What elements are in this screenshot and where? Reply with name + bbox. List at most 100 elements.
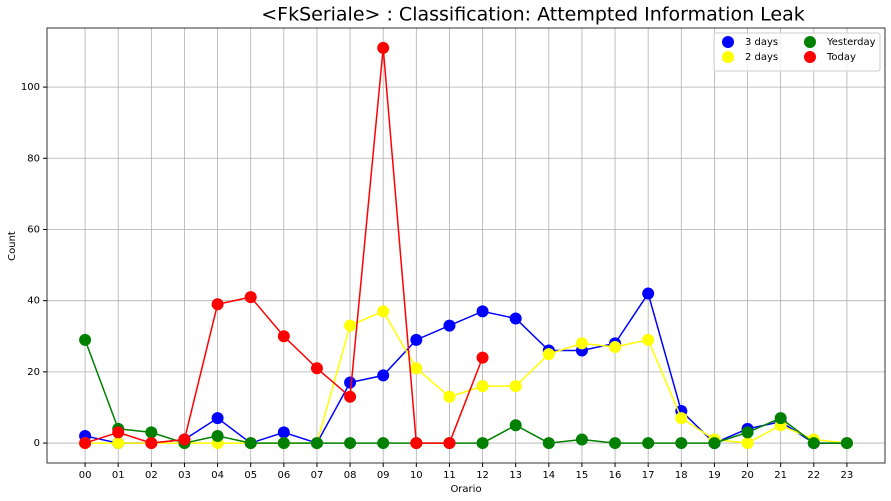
- point: [609, 340, 622, 353]
- point: [509, 380, 522, 393]
- point: [542, 348, 555, 361]
- x-tick-label: 06: [277, 470, 290, 481]
- x-tick-label: 16: [609, 470, 622, 481]
- point: [642, 437, 655, 450]
- point: [609, 437, 622, 450]
- point: [344, 390, 357, 403]
- point: [443, 437, 456, 450]
- point: [575, 433, 588, 446]
- x-tick-label: 01: [112, 470, 125, 481]
- point: [211, 429, 224, 442]
- legend-box: [713, 32, 881, 72]
- legend-label: 2 days: [745, 52, 778, 63]
- x-tick-label: 20: [741, 470, 754, 481]
- point: [509, 312, 522, 325]
- y-tick-label: 40: [27, 296, 40, 307]
- point: [476, 380, 489, 393]
- x-tick-label: 03: [178, 470, 191, 481]
- legend-marker: [722, 51, 734, 63]
- point: [377, 41, 390, 54]
- point: [145, 437, 158, 450]
- x-tick-label: 11: [443, 470, 456, 481]
- x-tick-label: 21: [774, 470, 787, 481]
- x-axis-label: Orario: [450, 484, 481, 495]
- point: [642, 287, 655, 300]
- x-tick-label: 23: [841, 470, 854, 481]
- x-tick-label: 10: [410, 470, 423, 481]
- point: [112, 437, 125, 450]
- legend-label: Today: [826, 52, 856, 63]
- chart-title: <FkSeriale> : Classification: Attempted …: [261, 4, 805, 26]
- y-tick-label: 20: [27, 367, 40, 378]
- point: [344, 376, 357, 389]
- plot-frame: [46, 27, 886, 464]
- point: [244, 437, 257, 450]
- point: [708, 437, 721, 450]
- point: [178, 433, 191, 446]
- point: [476, 351, 489, 364]
- point: [112, 426, 125, 439]
- point: [344, 319, 357, 332]
- x-tick-label: 18: [675, 470, 688, 481]
- point: [79, 437, 92, 450]
- point: [509, 419, 522, 432]
- point: [807, 437, 820, 450]
- legend-label: Yesterday: [826, 37, 876, 48]
- point: [145, 426, 158, 439]
- legend-marker: [804, 51, 816, 63]
- point: [410, 437, 423, 450]
- point: [741, 426, 754, 439]
- point: [310, 437, 323, 450]
- point: [277, 330, 290, 343]
- point: [840, 437, 853, 450]
- y-axis-label: Count: [7, 231, 18, 261]
- point: [310, 362, 323, 375]
- x-tick-label: 19: [708, 470, 721, 481]
- legend-label: 3 days: [745, 37, 778, 48]
- point: [443, 319, 456, 332]
- x-tick-label: 14: [542, 470, 555, 481]
- point: [344, 437, 357, 450]
- point: [774, 412, 787, 425]
- x-tick-label: 15: [576, 470, 589, 481]
- point: [377, 305, 390, 318]
- point: [476, 437, 489, 450]
- point: [443, 390, 456, 403]
- x-tick-label: 12: [476, 470, 489, 481]
- x-tick-label: 09: [377, 470, 390, 481]
- legend-marker: [722, 36, 734, 48]
- point: [244, 291, 257, 304]
- point: [277, 437, 290, 450]
- y-tick-label: 100: [21, 82, 40, 93]
- point: [79, 333, 92, 346]
- point: [211, 298, 224, 311]
- point: [542, 437, 555, 450]
- x-tick-label: 17: [642, 470, 655, 481]
- point: [642, 333, 655, 346]
- x-tick-label: 22: [807, 470, 820, 481]
- legend-marker: [804, 36, 816, 48]
- x-tick-label: 04: [211, 470, 224, 481]
- point: [675, 412, 688, 425]
- x-tick-label: 05: [244, 470, 257, 481]
- x-tick-label: 13: [509, 470, 522, 481]
- point: [377, 437, 390, 450]
- point: [410, 333, 423, 346]
- point: [377, 369, 390, 382]
- x-tick-label: 07: [311, 470, 324, 481]
- y-tick-label: 60: [27, 224, 40, 235]
- point: [211, 412, 224, 425]
- point: [741, 437, 754, 450]
- point: [277, 426, 290, 439]
- y-tick-label: 80: [27, 153, 40, 164]
- point: [675, 437, 688, 450]
- x-tick-label: 00: [79, 470, 92, 481]
- y-tick-label: 0: [34, 438, 40, 449]
- x-tick-label: 08: [344, 470, 357, 481]
- point: [410, 362, 423, 375]
- point: [575, 337, 588, 350]
- x-tick-label: 02: [145, 470, 158, 481]
- point: [476, 305, 489, 318]
